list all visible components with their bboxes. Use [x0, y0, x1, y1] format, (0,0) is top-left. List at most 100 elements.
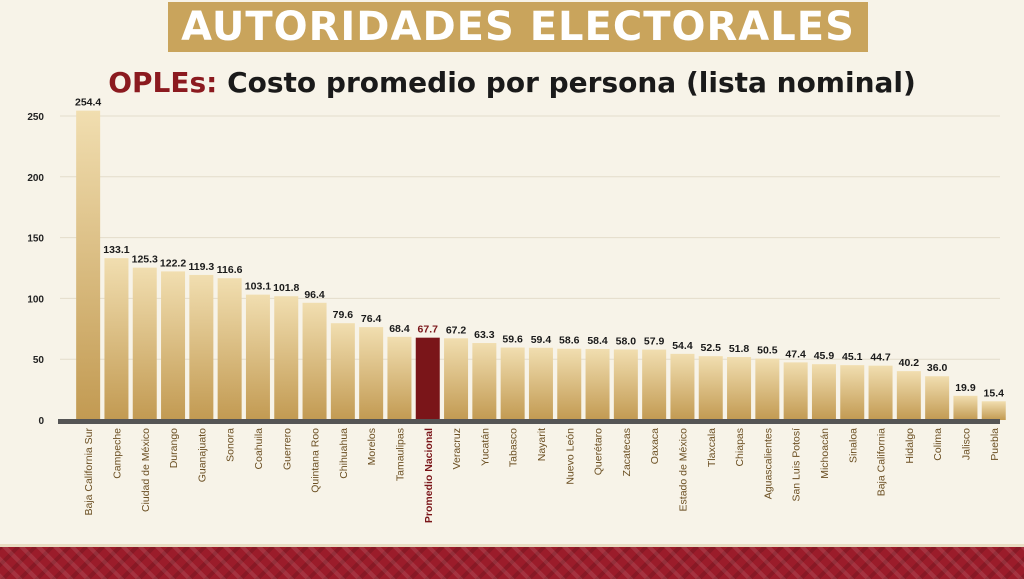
value-label: 47.4: [785, 348, 806, 360]
category-label: Tamaulipas: [394, 428, 406, 481]
value-label: 63.3: [474, 329, 495, 341]
value-label: 52.5: [701, 342, 722, 354]
value-label: 44.7: [870, 352, 891, 364]
category-label: Tlaxcala: [706, 428, 718, 467]
value-label: 54.4: [672, 340, 693, 352]
category-label: Chiapas: [734, 428, 746, 467]
bar: [670, 353, 695, 420]
value-label: 125.3: [132, 254, 158, 266]
bar: [415, 337, 440, 420]
bar: [245, 294, 270, 420]
bar: [500, 347, 525, 420]
value-label: 119.3: [188, 261, 214, 273]
bar: [104, 258, 129, 420]
value-label: 50.5: [757, 345, 778, 357]
y-tick-label: 250: [27, 112, 44, 123]
value-label: 45.9: [814, 350, 835, 362]
bar: [925, 376, 950, 420]
value-label: 59.4: [531, 334, 552, 346]
bar: [953, 395, 978, 420]
value-label: 40.2: [899, 357, 920, 369]
bar: [132, 267, 157, 420]
bar-chart: 0 50 100 150 200 250 254.4 Baja California Sur 1…: [27, 97, 1006, 523]
x-axis-line: [58, 419, 1000, 424]
category-label: Chihuahua: [338, 428, 350, 479]
category-label: Nayarit: [536, 428, 548, 461]
category-label: Puebla: [989, 428, 1001, 461]
category-label: San Luis Potosí: [791, 428, 803, 502]
bar: [189, 274, 214, 420]
value-label: 67.7: [418, 324, 439, 336]
value-label: 103.1: [245, 281, 271, 293]
bar: [981, 401, 1006, 420]
bar: [161, 271, 186, 420]
bar: [274, 296, 299, 420]
category-label: Ciudad de México: [140, 428, 152, 512]
y-tick-label: 150: [27, 234, 44, 245]
decorative-footer: [0, 544, 1024, 579]
category-label: Durango: [168, 428, 180, 468]
category-label: Tabasco: [508, 428, 520, 467]
bar: [868, 365, 893, 420]
value-label: 15.4: [984, 387, 1005, 399]
category-label: Baja California Sur: [83, 428, 95, 516]
value-label: 51.8: [729, 343, 750, 355]
bar: [840, 365, 865, 420]
bar: [528, 347, 553, 420]
category-label: Querétaro: [593, 428, 605, 475]
value-label: 133.1: [103, 244, 129, 256]
chart-subtitle: OPLEs: Costo promedio por persona (lista…: [0, 66, 1024, 99]
y-tick-label: 100: [27, 294, 44, 305]
value-label: 36.0: [927, 362, 948, 374]
banner-title: AUTORIDADES ELECTORALES: [181, 4, 855, 50]
value-label: 67.2: [446, 324, 467, 336]
category-label: Aguascalientes: [762, 428, 774, 499]
bar: [698, 356, 723, 420]
category-label: Guerrero: [281, 428, 293, 470]
bar: [613, 349, 638, 420]
category-label: Coahuila: [253, 428, 265, 470]
value-label: 96.4: [304, 289, 325, 301]
category-label: Colima: [932, 428, 944, 461]
category-label: Zacatecas: [621, 428, 633, 476]
value-label: 254.4: [75, 97, 101, 109]
category-label: Guanajuato: [196, 428, 208, 482]
category-label: Morelos: [366, 428, 378, 465]
category-label: Quintana Roo: [310, 428, 322, 493]
category-label: Sinaloa: [847, 428, 859, 463]
category-label: Jalisco: [960, 428, 972, 460]
category-label: Baja California: [876, 428, 888, 496]
title-banner: AUTORIDADES ELECTORALES: [168, 2, 868, 52]
category-label: Campeche: [111, 428, 123, 479]
bar: [217, 278, 242, 420]
bar: [359, 327, 384, 420]
bar: [811, 364, 836, 420]
bar: [387, 336, 412, 420]
subtitle-accent: OPLEs:: [108, 66, 218, 99]
value-label: 116.6: [217, 264, 243, 276]
y-tick-label: 50: [33, 355, 45, 366]
bar: [783, 362, 808, 420]
bar: [76, 110, 101, 420]
bar: [896, 371, 921, 420]
subtitle-text: Costo promedio por persona (lista nomina…: [217, 66, 916, 99]
value-label: 59.6: [502, 334, 523, 346]
y-tick-label: 200: [27, 173, 44, 184]
value-label: 58.0: [616, 335, 637, 347]
value-label: 19.9: [955, 382, 976, 394]
value-label: 68.4: [389, 323, 410, 335]
category-label: Oaxaca: [649, 428, 661, 464]
bar: [444, 338, 469, 420]
category-label: Yucatán: [479, 428, 491, 466]
bar: [642, 349, 667, 420]
category-label: Veracruz: [451, 428, 463, 469]
bar: [755, 358, 780, 420]
value-label: 79.6: [333, 309, 354, 321]
bar: [727, 357, 752, 420]
category-label: Michoacán: [819, 428, 831, 479]
value-label: 57.9: [644, 336, 665, 348]
category-label: Promedio Nacional: [423, 428, 435, 523]
value-label: 122.2: [160, 257, 186, 269]
bar: [330, 323, 355, 420]
bar: [585, 348, 610, 420]
